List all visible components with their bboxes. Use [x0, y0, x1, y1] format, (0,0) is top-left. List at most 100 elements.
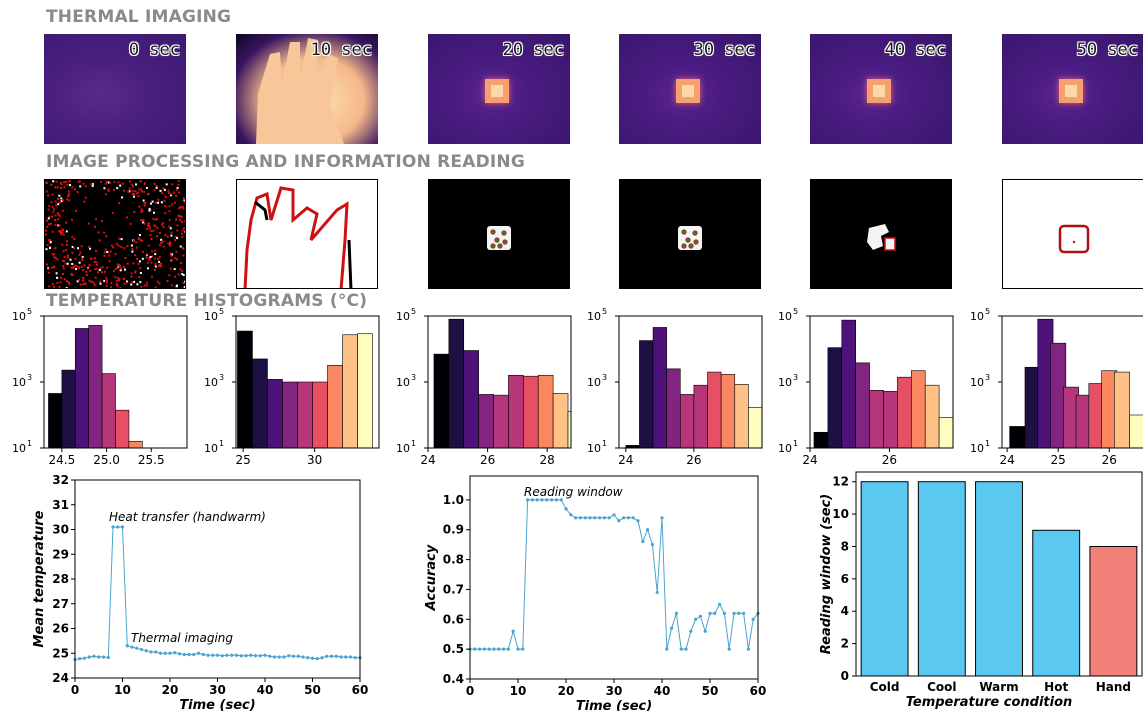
noise-pixel: [132, 262, 135, 265]
noise-pixel: [58, 224, 61, 227]
noise-pixel: [81, 259, 84, 262]
x-tick-label: 26: [686, 453, 701, 467]
series-point: [487, 647, 491, 651]
noise-pixel: [109, 182, 112, 184]
y-tick-label: 26: [52, 622, 69, 636]
noise-pixel: [52, 210, 55, 213]
noise-pixel: [153, 224, 156, 227]
processed-image: [487, 226, 511, 250]
noise-pixel: [78, 267, 81, 270]
noise-pixel: [105, 235, 108, 238]
noise-pixel: [169, 252, 172, 255]
noise-pixel: [56, 212, 59, 215]
series-point: [348, 655, 353, 659]
series-point: [211, 653, 215, 657]
y-tick-label: 0.6: [443, 612, 464, 626]
noise-pixel: [76, 280, 79, 283]
noise-pixel: [91, 280, 94, 283]
noise-pixel: [99, 282, 102, 285]
tag-dot: [685, 237, 691, 243]
x-tick-label: Hand: [1096, 680, 1131, 694]
noise-pixel: [158, 231, 161, 234]
noise-pixel: [168, 244, 171, 247]
processing-section-title: IMAGE PROCESSING AND INFORMATION READING: [46, 152, 525, 172]
noise-pixel: [49, 247, 51, 249]
y-tick-label: 10: [396, 376, 410, 389]
y-tick-exponent: 3: [602, 373, 607, 382]
noise-pixel: [107, 181, 110, 184]
y-tick-exponent: 1: [985, 439, 990, 448]
noise-pixel: [177, 273, 180, 276]
noise-pixel: [57, 224, 60, 227]
noise-pixel: [169, 267, 172, 270]
noise-pixel: [51, 193, 54, 196]
noise-pixel: [45, 190, 48, 193]
noise-pixel: [180, 261, 183, 264]
series-point: [215, 653, 220, 657]
noise-pixel: [123, 266, 125, 269]
series-point: [703, 629, 707, 633]
noise-pixel: [118, 202, 120, 205]
noise-pixel: [176, 229, 179, 232]
noise-pixel: [184, 184, 185, 186]
x-axis-label: Time (sec): [576, 699, 652, 711]
y-tick-label: 1.0: [443, 493, 464, 507]
axes-frame: [855, 471, 1143, 677]
y-tick-exponent: 3: [27, 373, 32, 382]
noise-pixel: [95, 267, 98, 270]
noise-pixel: [137, 191, 140, 194]
noise-pixel: [50, 222, 52, 225]
noise-pixel: [153, 269, 156, 271]
noise-pixel: [153, 211, 155, 214]
noise-pixel: [137, 195, 140, 197]
series-point: [650, 543, 655, 547]
x-tick-label: 25: [236, 453, 251, 467]
y-tick-label: 31: [52, 498, 69, 512]
noise-pixel: [131, 281, 134, 284]
series-point: [478, 647, 482, 651]
noise-pixel: [141, 250, 144, 253]
noise-pixel: [133, 280, 136, 283]
noise-pixel: [75, 209, 78, 212]
frame-time-label: 30 sec: [693, 40, 755, 60]
x-tick-label: 25.0: [93, 453, 120, 467]
noise-pixel: [47, 194, 50, 197]
noise-pixel: [86, 274, 88, 276]
series-point: [296, 654, 300, 658]
noise-pixel: [145, 253, 148, 256]
noise-pixel: [156, 227, 159, 230]
noise-pixel: [93, 225, 96, 228]
noise-pixel: [118, 237, 121, 240]
noise-pixel: [176, 258, 178, 261]
noise-pixel: [105, 284, 108, 287]
noise-pixel: [54, 186, 57, 189]
noise-pixel: [173, 257, 176, 260]
noise-pixel: [133, 195, 135, 198]
noise-pixel: [136, 257, 139, 260]
noise-pixel: [145, 281, 148, 284]
series-point: [612, 513, 616, 517]
noise-pixel: [154, 218, 157, 221]
noise-pixel: [162, 187, 165, 190]
noise-pixel: [155, 217, 158, 220]
series-point: [598, 516, 602, 520]
noise-pixel: [163, 200, 166, 202]
series-point: [139, 647, 144, 652]
y-tick-label: 10: [396, 310, 410, 323]
y-tick-label: 10: [832, 507, 849, 521]
noise-pixel: [145, 256, 148, 259]
series-point: [106, 655, 110, 660]
noise-pixel: [63, 256, 66, 259]
noise-pixel: [141, 190, 144, 193]
noise-pixel: [49, 239, 52, 242]
x-tick-label: 30: [209, 683, 226, 697]
series-point: [82, 656, 87, 660]
noise-pixel: [53, 265, 56, 268]
bar: [917, 481, 966, 677]
noise-pixel: [133, 193, 136, 196]
noise-pixel: [95, 250, 98, 252]
noise-pixel: [168, 205, 171, 208]
noise-pixel: [65, 287, 68, 288]
